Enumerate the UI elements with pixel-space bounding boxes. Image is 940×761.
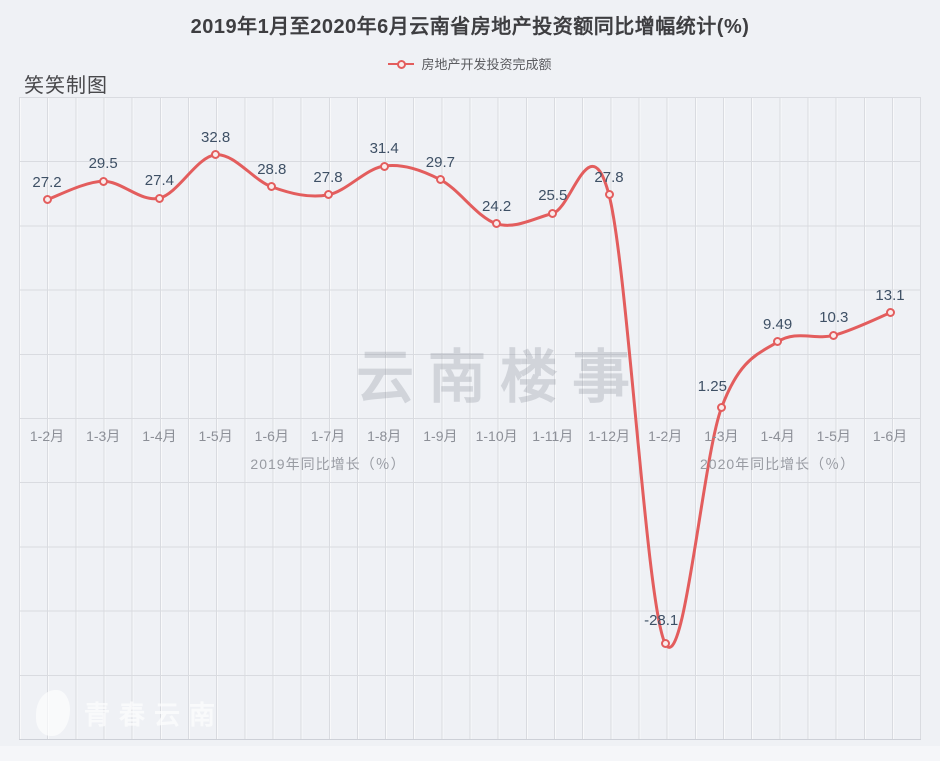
data-point-label: 27.8 bbox=[594, 168, 624, 186]
data-point-label: 10.3 bbox=[819, 309, 849, 327]
axis-group-label: 2019年同比增长（％） bbox=[250, 456, 406, 472]
x-axis-label: 1-7月 bbox=[310, 428, 346, 444]
x-axis-label: 1-10月 bbox=[475, 428, 518, 444]
author-credit: 笑笑制图 bbox=[24, 75, 108, 97]
data-point-label: -28.1 bbox=[644, 611, 679, 629]
data-point-marker bbox=[42, 195, 52, 205]
data-point-marker bbox=[773, 337, 783, 347]
data-point-label: 27.2 bbox=[32, 173, 62, 191]
data-point-marker bbox=[716, 403, 726, 413]
data-point-marker bbox=[829, 330, 839, 340]
data-point-marker bbox=[660, 639, 670, 648]
x-axis-label: 1-2月 bbox=[648, 428, 683, 444]
data-point-marker bbox=[211, 150, 221, 160]
data-point-label: 29.5 bbox=[88, 155, 118, 173]
chart-title: 2019年1月至2020年6月云南省房地产投资额同比增幅统计(%) bbox=[190, 16, 750, 38]
x-axis-label: 1-3月 bbox=[704, 428, 739, 444]
x-axis-label: 1-6月 bbox=[254, 428, 289, 444]
publisher-logo-icon bbox=[36, 690, 70, 736]
x-axis-label: 1-5月 bbox=[198, 428, 233, 444]
data-point-marker bbox=[604, 190, 614, 200]
data-point-label: 27.4 bbox=[144, 172, 174, 190]
legend-ring-icon bbox=[397, 59, 407, 69]
data-point-label: 31.4 bbox=[369, 140, 399, 157]
data-point-marker bbox=[379, 161, 389, 171]
data-point-label: 25.5 bbox=[538, 187, 568, 205]
x-axis-label: 1-2月 bbox=[29, 428, 65, 444]
data-point-marker bbox=[435, 175, 445, 185]
data-point-label: 9.49 bbox=[762, 315, 793, 333]
x-axis-label: 1-4月 bbox=[142, 428, 177, 444]
footer-strip bbox=[0, 746, 940, 761]
x-axis-label: 1-4月 bbox=[760, 428, 795, 444]
data-point-label: 24.2 bbox=[481, 197, 512, 215]
x-axis-label: 1-8月 bbox=[367, 428, 402, 444]
publisher-logo-text: 青春云南 bbox=[84, 699, 225, 730]
legend-line-marker-icon bbox=[388, 59, 415, 69]
data-point-label: 27.8 bbox=[313, 168, 343, 186]
data-point-marker bbox=[98, 176, 108, 186]
data-point-marker bbox=[267, 182, 277, 192]
corner-logo-watermark: 青春云南 bbox=[36, 690, 224, 736]
x-axis-label: 1-9月 bbox=[423, 428, 458, 444]
data-point-marker bbox=[885, 308, 895, 318]
x-axis-label: 1-11月 bbox=[532, 428, 574, 444]
data-point-marker bbox=[548, 208, 558, 218]
data-point-label: 1.25 bbox=[697, 377, 727, 395]
data-point-label: 29.7 bbox=[425, 153, 455, 171]
x-axis-label: 1-6月 bbox=[872, 428, 908, 444]
axis-group-label: 2020年同比增长（％） bbox=[700, 456, 856, 472]
legend: 房地产开发投资完成额 bbox=[0, 54, 940, 72]
center-watermark: 云南楼事 bbox=[355, 345, 644, 410]
x-axis-label: 1-3月 bbox=[86, 428, 121, 444]
data-point-label: 32.8 bbox=[200, 128, 231, 146]
legend-label: 房地产开发投资完成额 bbox=[421, 56, 552, 72]
x-axis-label: 1-5月 bbox=[816, 428, 851, 444]
data-point-label: 13.1 bbox=[875, 286, 905, 304]
x-axis-label: 1-12月 bbox=[587, 428, 631, 444]
data-point-marker bbox=[154, 193, 164, 203]
data-point-marker bbox=[492, 219, 502, 229]
data-point-label: 28.8 bbox=[257, 160, 287, 178]
plot-grid bbox=[19, 97, 921, 740]
data-point-marker bbox=[323, 190, 333, 200]
